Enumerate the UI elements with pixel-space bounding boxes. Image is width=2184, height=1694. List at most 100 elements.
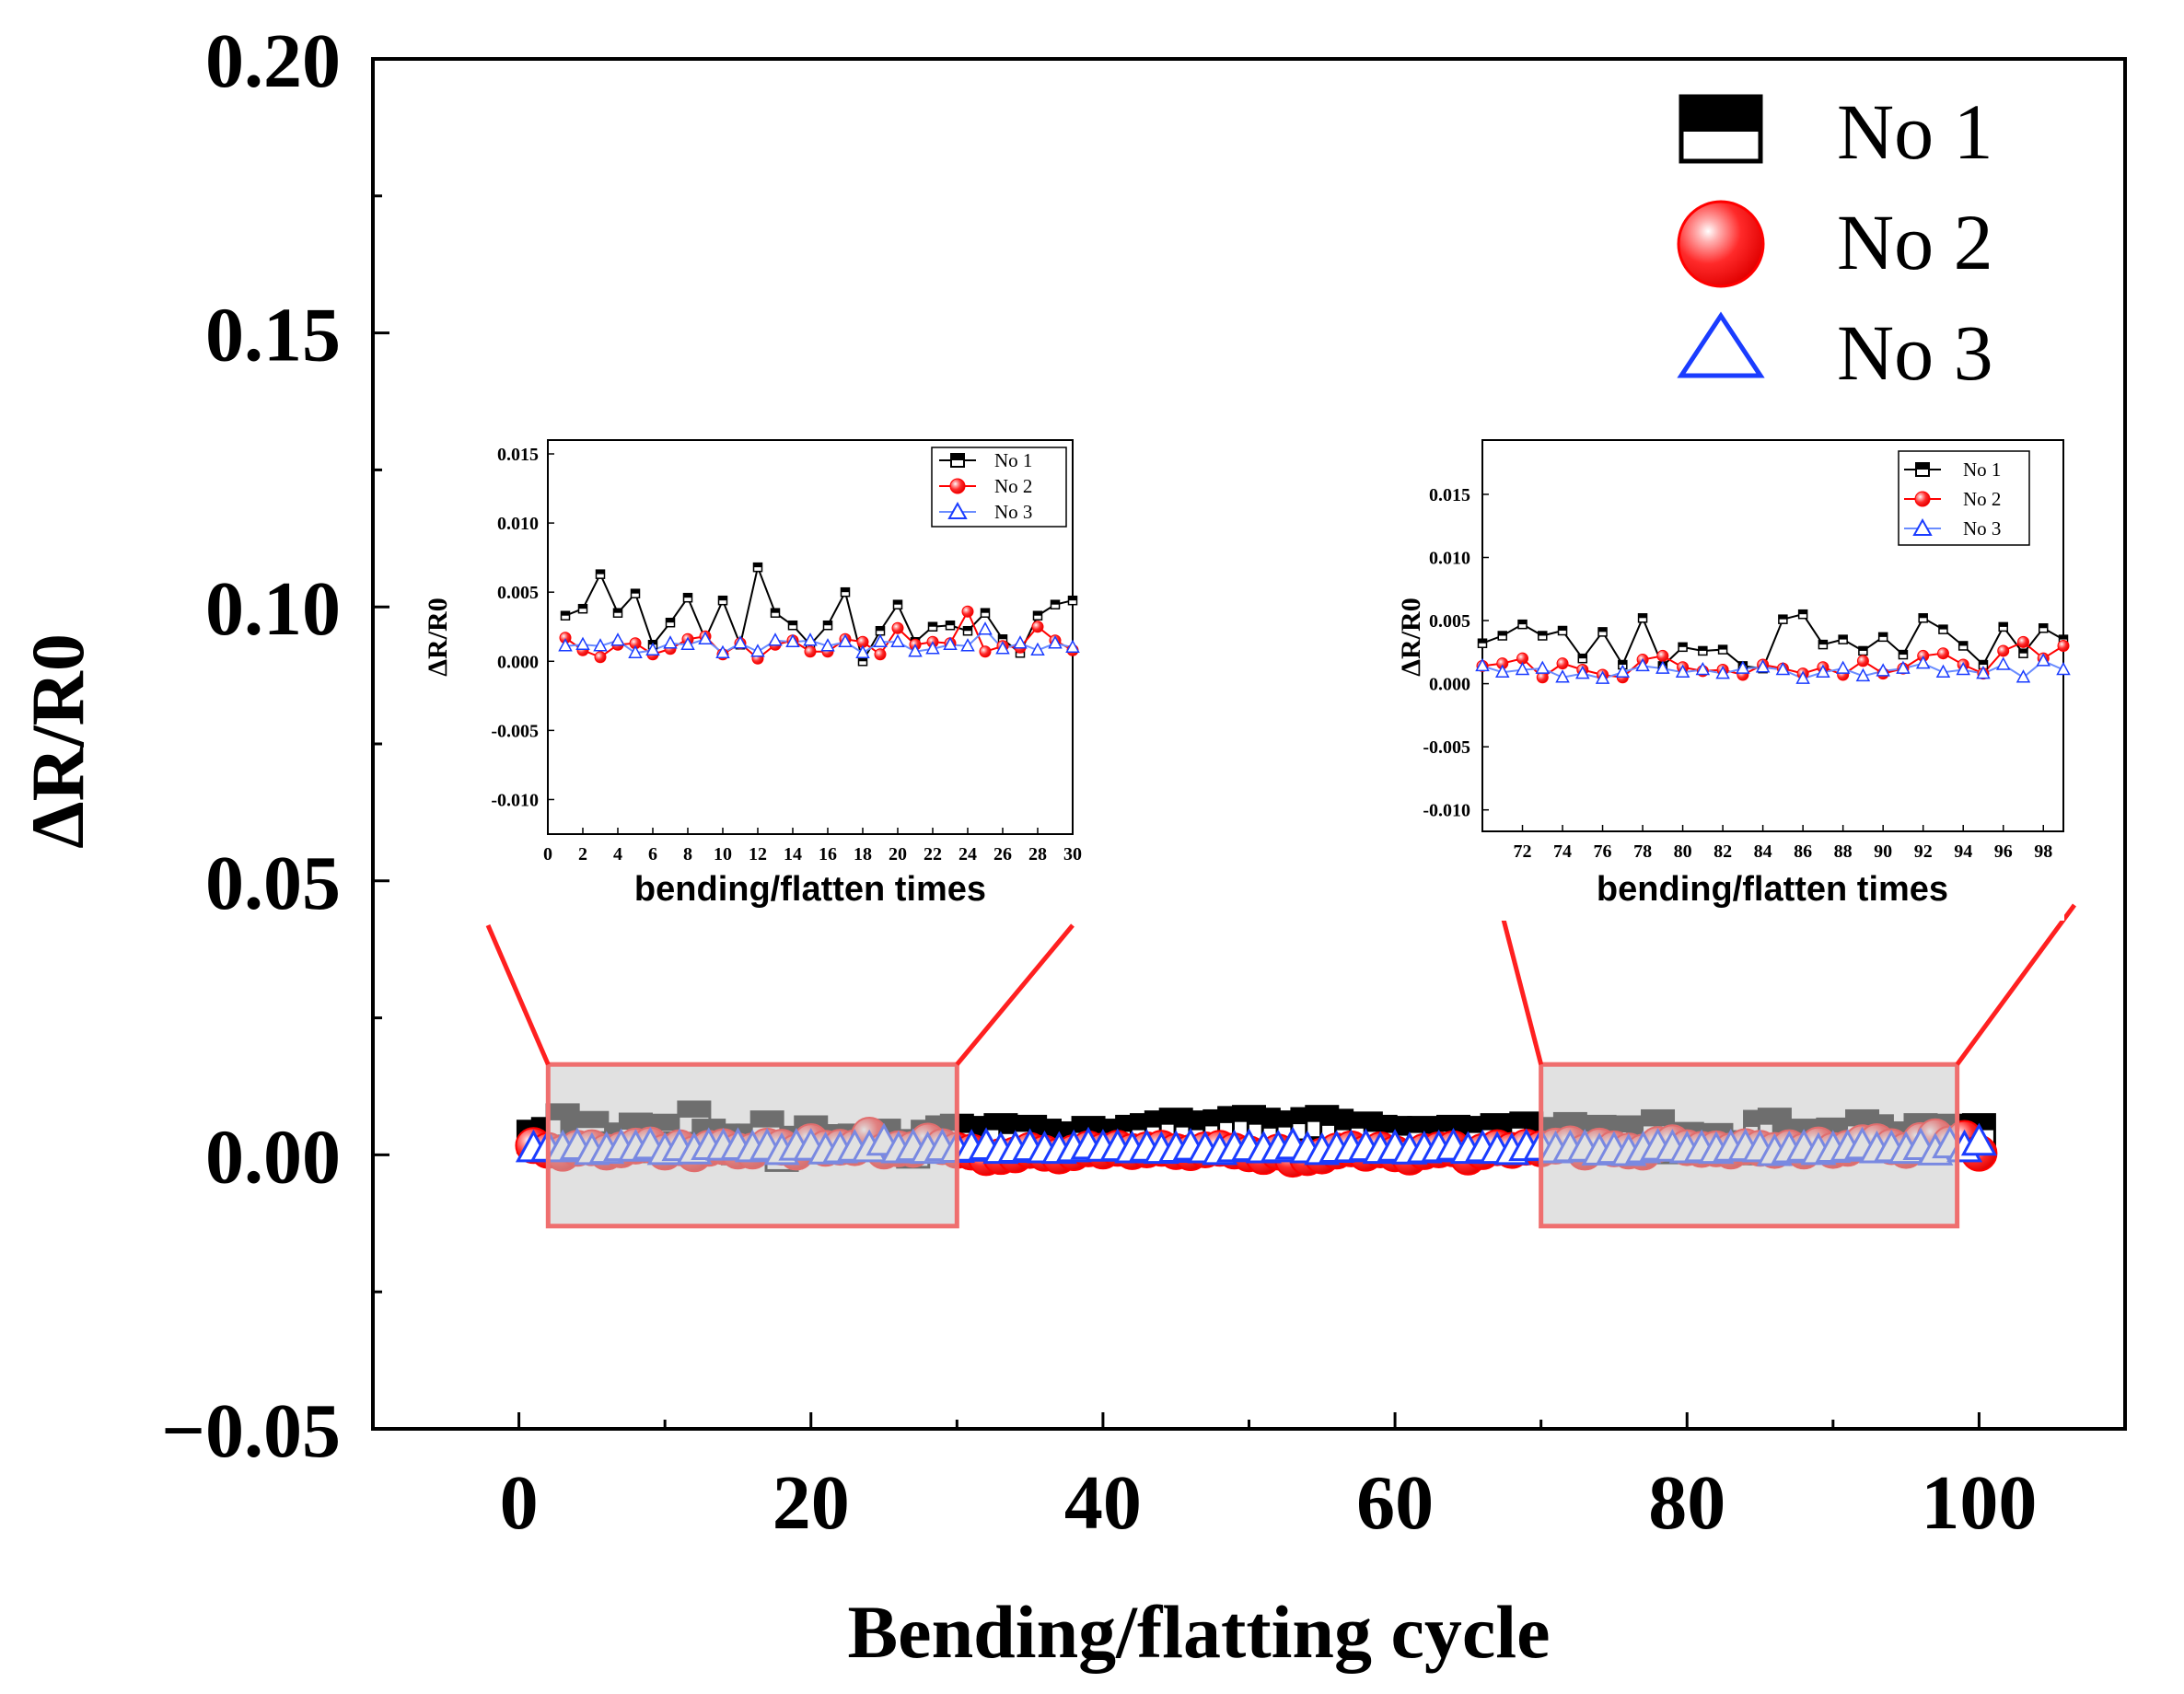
inset-point-no3	[1515, 661, 1530, 676]
inset-point-no3	[785, 633, 800, 648]
inset-point-no1	[1032, 610, 1043, 621]
inset-point-no1	[1858, 645, 1868, 656]
inset-point-no3	[1715, 666, 1730, 679]
inset-point-no1	[665, 617, 676, 628]
inset-x-tick-label: 12	[749, 844, 767, 864]
inset-point-no1	[1477, 638, 1488, 648]
inset-point-no3	[1835, 660, 1851, 674]
inset-point-no1-fill	[1958, 641, 1968, 646]
inset-point-no3	[1855, 667, 1871, 682]
legend-marker-no1	[1679, 94, 1763, 164]
inset-point-no1	[770, 608, 781, 618]
inset-point-no3	[1065, 639, 1080, 654]
inset-point-no1-fill	[1498, 632, 1507, 636]
inset-point-no1-fill	[788, 621, 797, 626]
inset-point-no1-fill	[1538, 632, 1547, 636]
main-ticks	[371, 57, 2127, 1431]
inset-point-no1-fill	[718, 596, 727, 601]
inset-point-no1-fill	[1578, 654, 1587, 659]
inset-point-no1	[945, 620, 956, 631]
inset-point-no3	[1915, 656, 1931, 669]
inset-point-no1-fill	[578, 604, 587, 609]
inset-left: 0 2 4 6 8 10 12 14 16 18 20 22 24 26 28 30-0.010-0.0050…	[423, 422, 1082, 910]
main-tick-labels: 0 20 40 60 80 100−0.050.000.050.100.150.20	[161, 18, 2037, 1546]
inset-point-no3	[1535, 660, 1551, 674]
inset-point-no1	[612, 608, 623, 618]
inset-point-no3	[1595, 670, 1610, 684]
inset-point-no3	[995, 641, 1010, 655]
main-x-tick-label: 40	[1064, 1460, 1142, 1546]
inset-point-no1-fill	[753, 563, 762, 568]
inset-x-tick-label: 86	[1794, 841, 1812, 862]
inset-right-legend-marker-no2	[1914, 491, 1931, 507]
inset-point-no3	[680, 636, 695, 651]
inset-point-no1-fill	[893, 600, 902, 605]
inset-point-no3	[1956, 661, 1970, 676]
inset-point-no3	[1935, 664, 1951, 679]
inset-point-no2	[1856, 655, 1869, 667]
inset-point-no3	[1876, 663, 1890, 677]
main-x-tick-label: 100	[1921, 1460, 2037, 1546]
inset-point-no2	[1556, 657, 1569, 670]
main-y-tick-label: 0.00	[205, 1114, 341, 1200]
zoom-connector-line	[955, 923, 1075, 1066]
inset-point-no2	[594, 651, 607, 664]
inset-point-no3	[1775, 661, 1791, 676]
inset-point-no2	[804, 645, 817, 658]
inset-point-no1-fill	[981, 609, 990, 613]
inset-x-tick-label: 2	[578, 844, 587, 864]
inset-point-no1	[892, 599, 903, 609]
main-y-tick-label: 0.15	[205, 293, 341, 378]
inset-point-no1-fill	[823, 621, 832, 626]
inset-point-no1	[1067, 595, 1078, 606]
inset-point-no2	[1031, 621, 1044, 633]
inset-point-no3	[1048, 635, 1063, 649]
inset-point-no2	[979, 645, 992, 658]
inset-point-no1	[1517, 619, 1528, 630]
inset-left-x-axis-label: bending/flatten times	[634, 870, 986, 909]
inset-point-no3	[1615, 664, 1631, 679]
inset-point-no3	[1976, 666, 1991, 679]
inset-point-no2	[2016, 635, 2029, 648]
inset-point-no2	[1656, 649, 1669, 662]
inset-x-tick-label: 24	[958, 844, 977, 864]
inset-x-tick-label: 30	[1063, 844, 1082, 864]
inset-point-no1	[1050, 599, 1061, 609]
inset-point-no3	[1675, 664, 1690, 679]
inset-point-no1-fill	[1938, 625, 1947, 630]
inset-left-legend-marker-no3	[947, 501, 968, 519]
inset-point-no1	[1538, 631, 1548, 641]
main-y-tick-label: 0.05	[205, 841, 341, 926]
inset-point-no1	[787, 620, 798, 631]
inset-point-no1	[962, 625, 973, 636]
inset-point-no1-fill	[2039, 623, 2048, 629]
inset-point-no1	[1577, 653, 1588, 664]
inset-x-tick-label: 74	[1553, 841, 1572, 862]
main-x-tick-label: 0	[500, 1460, 539, 1546]
inset-point-no1	[1778, 614, 1788, 624]
inset-x-tick-label: 84	[1754, 841, 1772, 862]
inset-point-no1	[1797, 609, 1808, 620]
inset-point-no1	[1678, 642, 1688, 653]
inset-point-no3	[575, 636, 590, 651]
main-highlight-region	[1539, 1062, 1960, 1229]
inset-point-no1	[1898, 649, 1909, 660]
inset-point-no3	[1816, 664, 1830, 679]
inset-point-no3	[1695, 661, 1711, 676]
inset-point-no1	[717, 595, 728, 606]
inset-point-no1-fill	[1618, 660, 1627, 666]
inset-point-no1-fill	[928, 622, 937, 627]
inset-point-no1-fill	[561, 611, 570, 616]
inset-left-legend-label-no3: No 3	[994, 501, 1032, 523]
inset-point-no1	[980, 608, 991, 618]
inset-x-tick-label: 4	[613, 844, 622, 864]
inset-y-tick-label: -0.010	[1423, 801, 1470, 821]
inset-point-no3	[610, 632, 625, 646]
inset-point-no1	[1877, 632, 1888, 643]
inset-point-no1-fill	[1899, 650, 1908, 656]
inset-point-no1	[822, 620, 833, 631]
inset-point-no3	[960, 638, 975, 652]
inset-left-legend-marker-no2	[949, 478, 966, 494]
inset-x-tick-label: 10	[714, 844, 732, 864]
inset-point-no1	[1717, 644, 1728, 655]
